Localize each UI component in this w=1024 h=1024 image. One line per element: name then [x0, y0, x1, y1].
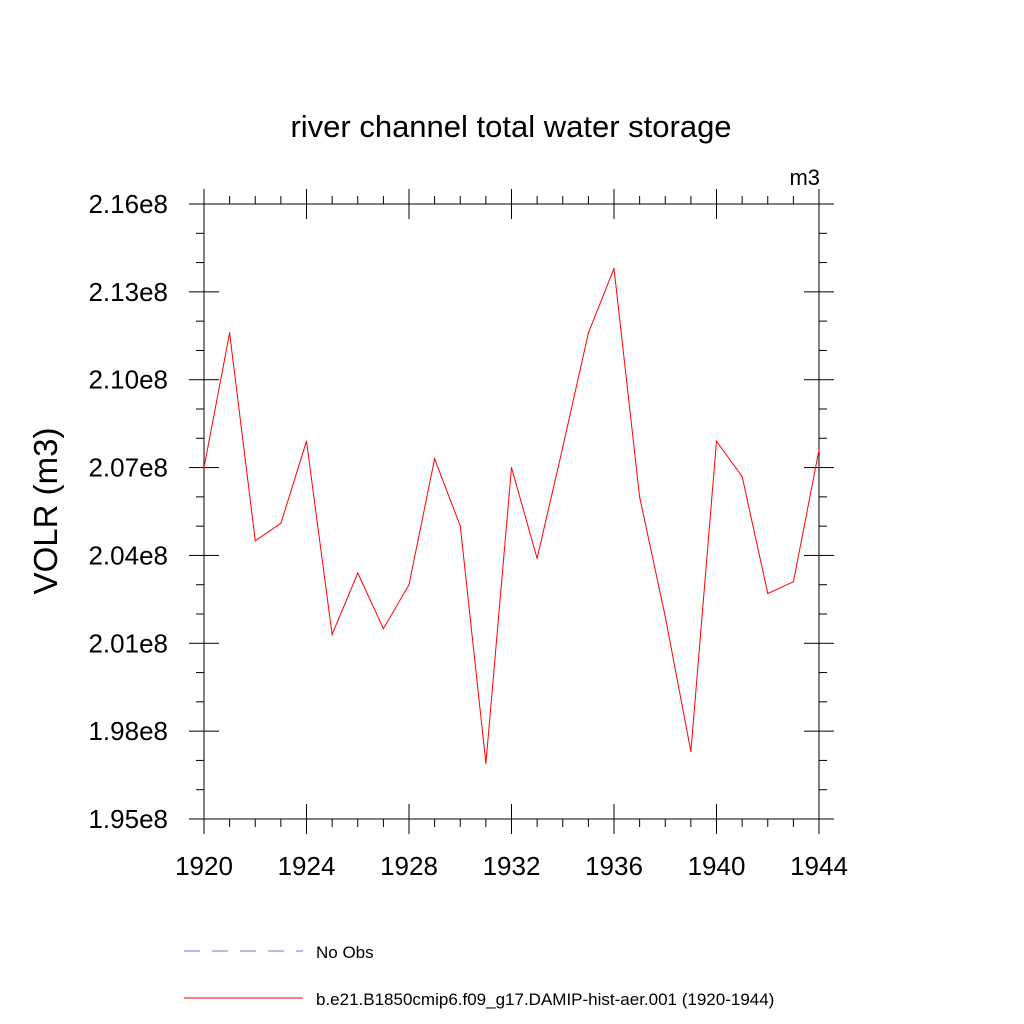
legend: No Obs b.e21.B1850cmip6.f09_g17.DAMIP-his… — [184, 943, 774, 1009]
legend-label: b.e21.B1850cmip6.f09_g17.DAMIP-hist-aer.… — [316, 990, 774, 1009]
y-tick-label: 2.07e8 — [88, 453, 168, 483]
data-point — [715, 440, 718, 442]
y-tick-label: 2.16e8 — [88, 189, 168, 219]
y-tick-label: 2.10e8 — [88, 365, 168, 395]
series-layer — [203, 267, 820, 764]
y-tick-label: 2.01e8 — [88, 628, 168, 658]
data-point — [587, 332, 589, 334]
data-point — [792, 581, 794, 583]
y-tick-label: 1.95e8 — [88, 804, 168, 834]
units-label: m3 — [789, 165, 820, 190]
data-point — [536, 557, 538, 559]
plot-frame — [203, 203, 820, 820]
data-point — [690, 751, 692, 753]
chart-title: river channel total water storage — [290, 109, 731, 144]
x-tick-label: 1932 — [483, 851, 541, 881]
data-point — [741, 475, 743, 477]
data-point — [767, 592, 769, 595]
x-tick-label: 1936 — [585, 851, 643, 881]
data-point — [305, 440, 308, 442]
data-point — [203, 466, 205, 469]
y-axis-label: VOLR (m3) — [27, 428, 64, 595]
data-point — [613, 267, 615, 270]
x-tick-label: 1928 — [380, 851, 438, 881]
data-point — [229, 332, 231, 334]
x-tick-labels: 1920 1924 1928 1932 1936 1940 1944 — [175, 851, 848, 881]
x-tick-label: 1920 — [175, 851, 233, 881]
x-tick-label: 1924 — [278, 851, 336, 881]
data-point — [510, 466, 513, 469]
minor-ticks — [196, 196, 827, 827]
y-tick-label: 1.98e8 — [88, 716, 168, 746]
series-line — [203, 268, 820, 764]
major-ticks — [189, 189, 834, 834]
data-point — [408, 584, 410, 586]
y-tick-labels: 1.95e8 1.98e8 2.01e8 2.04e8 2.07e8 2.10e8 2.13… — [88, 189, 168, 834]
data-point — [331, 633, 333, 636]
data-point — [357, 572, 359, 574]
data-point — [280, 522, 282, 524]
data-point — [664, 616, 666, 618]
y-tick-label: 2.04e8 — [88, 540, 168, 570]
data-point — [382, 628, 384, 630]
data-point — [562, 446, 564, 448]
y-tick-label: 2.13e8 — [88, 277, 168, 307]
x-tick-label: 1940 — [688, 851, 746, 881]
legend-label: No Obs — [316, 943, 374, 962]
data-point — [485, 762, 487, 764]
data-point — [434, 458, 436, 460]
x-tick-label: 1944 — [790, 851, 848, 881]
data-point — [459, 525, 461, 527]
data-point — [254, 540, 256, 542]
data-point — [639, 496, 641, 498]
data-point — [818, 449, 820, 451]
